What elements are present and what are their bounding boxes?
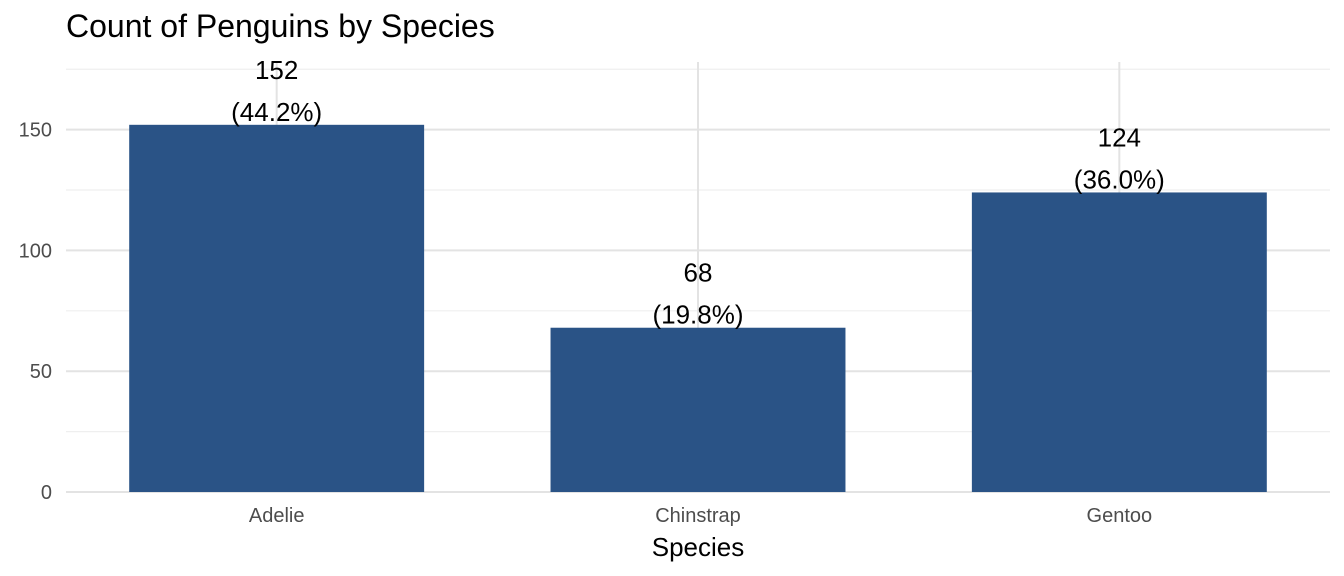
bar-adelie bbox=[129, 124, 425, 492]
data-label-percent: (19.8%) bbox=[652, 300, 743, 330]
x-tick-label: Adelie bbox=[249, 505, 305, 527]
x-axis-ticks: Adelie Chinstrap Gentoo bbox=[249, 505, 1152, 527]
bar-gentoo bbox=[971, 192, 1267, 492]
y-axis-ticks: 0 50 100 150 bbox=[19, 120, 52, 504]
data-label-count: 124 bbox=[1098, 122, 1141, 152]
y-tick-label: 50 bbox=[30, 361, 52, 383]
y-tick-label: 100 bbox=[19, 240, 52, 262]
bar-chinstrap bbox=[550, 327, 846, 492]
x-tick-label: Chinstrap bbox=[655, 505, 741, 527]
data-label-count: 68 bbox=[684, 258, 713, 288]
data-label-percent: (44.2%) bbox=[231, 97, 322, 127]
data-label-percent: (36.0%) bbox=[1074, 164, 1165, 194]
data-labels: 152 (44.2%) 68 (19.8%) 124 (36.0%) bbox=[231, 55, 1165, 330]
bars bbox=[129, 124, 1267, 492]
chart-title: Count of Penguins by Species bbox=[66, 8, 495, 44]
x-tick-label: Gentoo bbox=[1087, 505, 1153, 527]
y-tick-label: 150 bbox=[19, 120, 52, 142]
x-axis-title: Species bbox=[652, 532, 745, 562]
y-tick-label: 0 bbox=[41, 482, 52, 504]
data-label-count: 152 bbox=[255, 55, 298, 85]
